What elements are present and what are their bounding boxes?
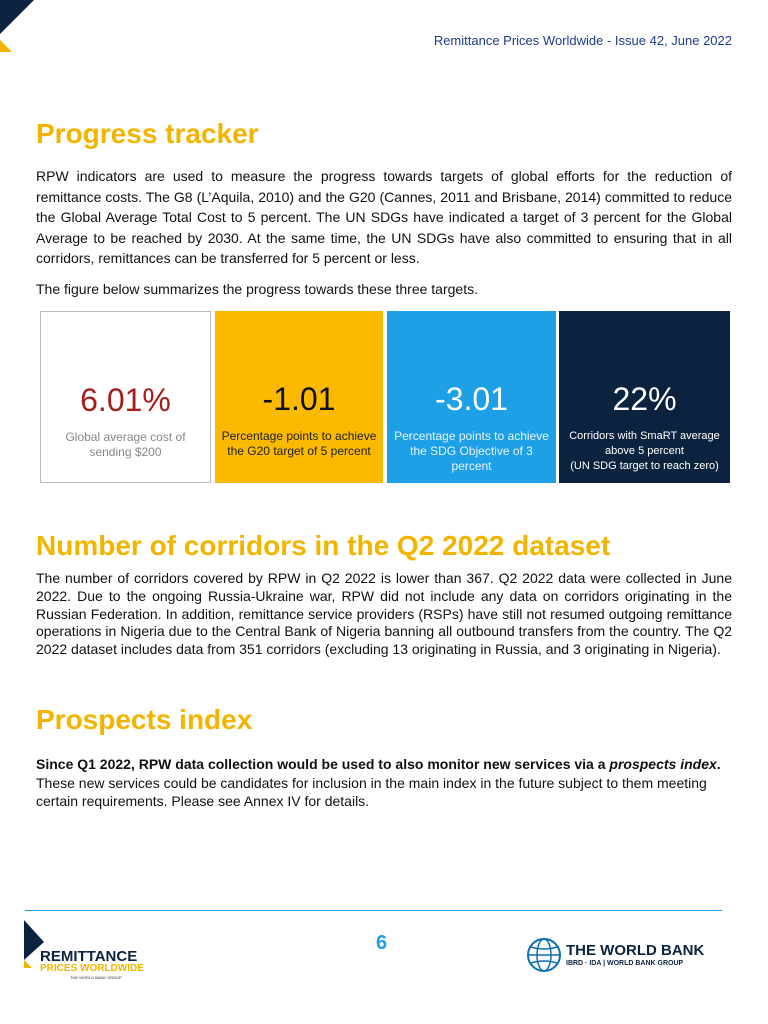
bold-text: Since Q1 2022, RPW data collection would… bbox=[36, 756, 610, 772]
paragraph: The figure below summarizes the progress… bbox=[36, 281, 478, 297]
tracker-caption: Percentage points to achieve the SDG Obj… bbox=[394, 429, 549, 473]
tracker-box: 22% Corridors with SmaRT average above 5… bbox=[559, 311, 730, 483]
tracker-caption: Percentage points to achieve the G20 tar… bbox=[221, 429, 377, 458]
heading: Progress tracker bbox=[36, 118, 259, 149]
tracker-caption: Corridors with SmaRT average above 5 per… bbox=[569, 429, 720, 474]
text: These new services could be candidates f… bbox=[36, 774, 707, 810]
running-title: Remittance Prices Worldwide - Issue 42, … bbox=[433, 33, 732, 48]
paragraph: The number of corridors covered by RPW i… bbox=[36, 570, 732, 658]
tracker-value: 22% bbox=[612, 381, 677, 417]
bold-text: . bbox=[716, 756, 721, 772]
heading: Number of corridors in the Q2 2022 datas… bbox=[36, 530, 611, 561]
tracker-value: 6.01% bbox=[80, 382, 171, 418]
logo-text: REMITTANCE bbox=[40, 948, 138, 965]
corner-mark bbox=[0, 0, 34, 52]
paragraph: RPW indicators are used to measure the p… bbox=[36, 168, 732, 266]
rpw-logo-mark bbox=[24, 920, 44, 968]
logo-text: IBRD · IDA | WORLD BANK GROUP bbox=[566, 960, 684, 967]
tracker-caption: Global average cost of sending $200 bbox=[65, 430, 186, 459]
tracker-box: -3.01 Percentage points to achieve the S… bbox=[387, 311, 556, 483]
logo-text: THE WORLD BANK bbox=[566, 942, 705, 959]
tracker-value: -1.01 bbox=[262, 381, 336, 417]
bold-italic-text: prospects index bbox=[609, 756, 717, 772]
caption-line: (UN SDG target to reach zero) bbox=[570, 460, 719, 472]
logo-text: PRICES WORLDWIDE bbox=[40, 963, 144, 974]
tracker-box: 6.01% Global average cost of sending $20… bbox=[40, 311, 211, 483]
world-bank-globe bbox=[527, 938, 561, 972]
page-number: 6 bbox=[376, 932, 388, 954]
tracker-value: -3.01 bbox=[435, 381, 508, 417]
footer-rule bbox=[25, 910, 722, 911]
paragraph: Since Q1 2022, RPW data collection would… bbox=[36, 755, 732, 811]
caption-line: Corridors with SmaRT average above 5 per… bbox=[569, 430, 720, 457]
logo-text: THE WORLD BANK GROUP bbox=[70, 975, 122, 980]
heading: Prospects index bbox=[36, 704, 253, 735]
tracker-box: -1.01 Percentage points to achieve the G… bbox=[215, 311, 383, 483]
